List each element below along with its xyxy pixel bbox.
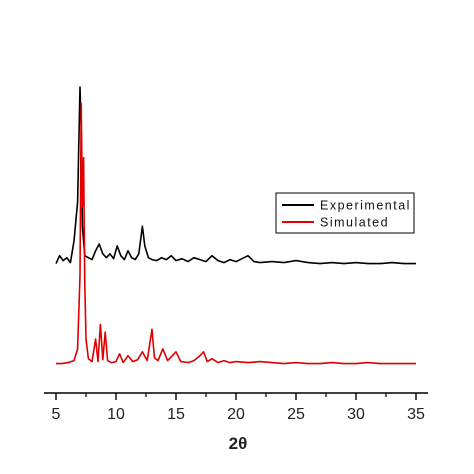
series-layer: [55, 86, 416, 365]
x-tick-label: 5: [52, 406, 61, 423]
x-tick-label: 25: [287, 406, 305, 423]
x-tick-label: 15: [167, 406, 185, 423]
legend: Experimental Simulated: [275, 192, 415, 234]
series-line-simulated: [56, 102, 416, 365]
x-axis-title: 2θ: [229, 434, 248, 453]
legend-label-simulated: Simulated: [320, 216, 389, 230]
series-line-experimental: [55, 86, 416, 265]
x-tick-label: 20: [227, 406, 245, 423]
legend-label-experimental: Experimental: [320, 199, 411, 213]
x-tick-label: 30: [347, 406, 365, 423]
x-tick-label: 35: [407, 406, 425, 423]
x-ticks: 5 10 15 20 25 30 35: [52, 393, 425, 423]
x-tick-label: 10: [107, 406, 125, 423]
legend-box: [275, 192, 415, 234]
